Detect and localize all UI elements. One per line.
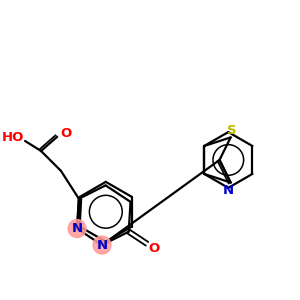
- Text: N: N: [71, 222, 82, 235]
- Text: N: N: [96, 238, 108, 251]
- Text: S: S: [227, 124, 236, 137]
- Circle shape: [93, 236, 111, 254]
- Text: O: O: [60, 127, 71, 140]
- Text: HO: HO: [2, 130, 24, 143]
- Circle shape: [68, 220, 86, 238]
- Text: O: O: [148, 242, 159, 255]
- Text: N: N: [223, 184, 234, 197]
